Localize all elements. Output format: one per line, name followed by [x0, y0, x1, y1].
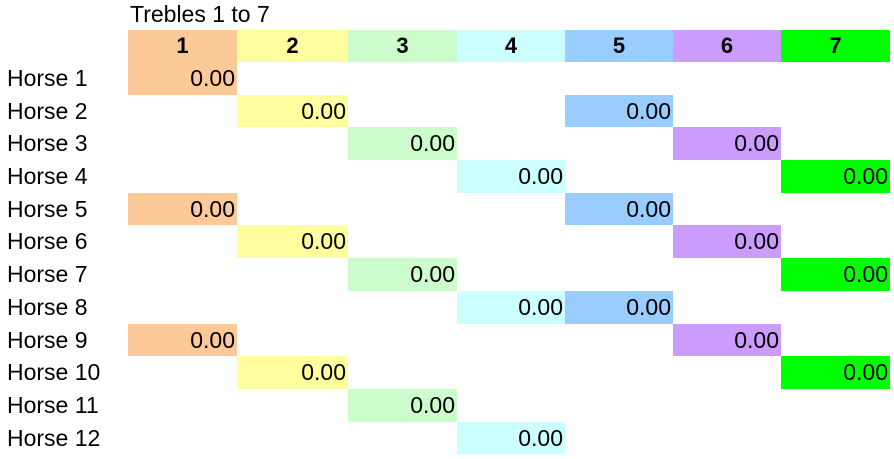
horse-rows: Horse 1 0.00 Horse 2 0.00 0.00 Horse 3 0.00 0.0…: [0, 62, 894, 455]
value-cell[interactable]: 0.00: [348, 388, 457, 422]
table-row: Horse 12 0.00: [0, 421, 894, 455]
column-header-3[interactable]: 3: [348, 30, 457, 62]
value-cell[interactable]: 0.00: [781, 160, 890, 193]
value-cell[interactable]: 0.00: [781, 356, 890, 389]
table-row: Horse 4 0.00 0.00: [0, 160, 894, 193]
sheet-title: Trebles 1 to 7: [130, 1, 270, 27]
table-row: Horse 9 0.00 0.00: [0, 323, 894, 357]
value-cell[interactable]: 0.00: [237, 94, 348, 128]
value-cell[interactable]: 0.00: [457, 160, 565, 193]
value-cell[interactable]: 0.00: [673, 127, 781, 161]
table-row: Horse 5 0.00 0.00: [0, 192, 894, 226]
value-cell[interactable]: 0.00: [673, 323, 781, 357]
column-header-1[interactable]: 1: [128, 30, 237, 62]
value-cell[interactable]: 0.00: [128, 192, 237, 226]
value-cell[interactable]: 0.00: [128, 62, 237, 95]
value-cell[interactable]: 0.00: [457, 290, 565, 324]
column-header-6[interactable]: 6: [673, 30, 781, 62]
value-cell[interactable]: 0.00: [565, 192, 673, 226]
table-row: Horse 1 0.00: [0, 62, 894, 95]
row-label[interactable]: Horse 12: [7, 424, 101, 451]
column-header-5[interactable]: 5: [565, 30, 673, 62]
row-label[interactable]: Horse 10: [7, 359, 101, 386]
row-label[interactable]: Horse 4: [7, 163, 88, 190]
table-row: Horse 7 0.00 0.00: [0, 258, 894, 291]
column-header-7[interactable]: 7: [781, 30, 890, 62]
value-cell[interactable]: 0.00: [237, 225, 348, 259]
value-cell[interactable]: 0.00: [457, 421, 565, 455]
value-cell[interactable]: 0.00: [673, 225, 781, 259]
row-label[interactable]: Horse 9: [7, 326, 88, 353]
row-label[interactable]: Horse 2: [7, 97, 88, 124]
value-cell[interactable]: 0.00: [781, 258, 890, 291]
table-row: Horse 10 0.00 0.00: [0, 356, 894, 389]
row-label[interactable]: Horse 11: [7, 391, 99, 418]
row-label[interactable]: Horse 3: [7, 130, 88, 157]
value-cell[interactable]: 0.00: [237, 356, 348, 389]
table-row: Horse 8 0.00 0.00: [0, 290, 894, 324]
table-row: Horse 11 0.00: [0, 388, 894, 422]
row-label[interactable]: Horse 6: [7, 228, 88, 255]
table-row: Horse 6 0.00 0.00: [0, 225, 894, 259]
value-cell[interactable]: 0.00: [565, 94, 673, 128]
column-header-4[interactable]: 4: [457, 30, 565, 62]
value-cell[interactable]: 0.00: [128, 323, 237, 357]
table-row: Horse 2 0.00 0.00: [0, 94, 894, 128]
value-cell[interactable]: 0.00: [348, 258, 457, 291]
value-cell[interactable]: 0.00: [565, 290, 673, 324]
row-label[interactable]: Horse 5: [7, 195, 88, 222]
value-cell[interactable]: 0.00: [348, 127, 457, 161]
row-label[interactable]: Horse 7: [7, 261, 88, 288]
row-label[interactable]: Horse 8: [7, 293, 88, 320]
row-label[interactable]: Horse 1: [7, 65, 88, 91]
table-row: Horse 3 0.00 0.00: [0, 127, 894, 161]
column-header-2[interactable]: 2: [237, 30, 348, 62]
